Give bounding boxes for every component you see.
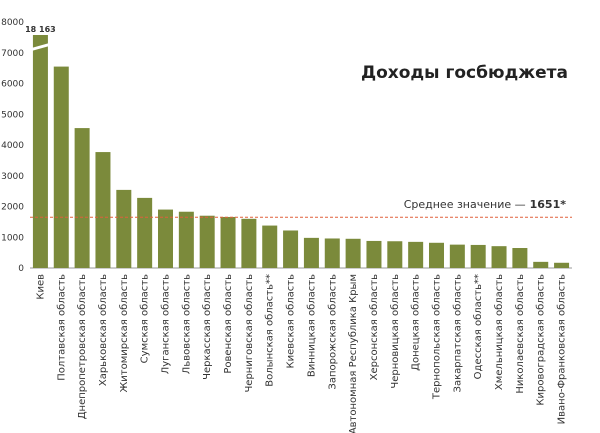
bar <box>512 248 528 268</box>
bar <box>220 216 236 268</box>
average-text: Среднее значение — <box>404 198 526 211</box>
bar <box>32 35 48 268</box>
chart-title: Доходы госбюджета <box>361 63 568 83</box>
bar <box>178 211 194 268</box>
y-tick-label: 4000 <box>1 141 24 151</box>
x-tick-label: Волынская область** <box>265 274 276 387</box>
x-tick-label: Николаевская область <box>515 274 526 394</box>
bar <box>387 241 403 268</box>
y-tick-label: 6000 <box>1 80 24 90</box>
bar <box>554 262 570 268</box>
x-tick-label: Черниговская область <box>244 274 255 393</box>
bar <box>116 189 132 268</box>
average-value: 1651* <box>530 198 567 211</box>
x-tick-label: Черкасская область <box>202 274 213 380</box>
y-tick-label: 0 <box>18 264 24 274</box>
bar <box>366 240 382 268</box>
x-tick-label: Тернопольская область <box>432 274 443 400</box>
bar <box>449 244 465 268</box>
y-tick-label: 3000 <box>1 172 24 182</box>
x-tick-label: Днепропетровская область <box>77 274 88 419</box>
bar <box>158 209 173 268</box>
x-tick-label: Сумская область <box>140 274 151 363</box>
bar <box>262 225 278 268</box>
x-tick-label: Кировоградская область <box>536 274 547 406</box>
x-tick-label: Киев <box>35 274 46 300</box>
x-tick-label: Винницкая область <box>306 274 317 377</box>
x-tick-label: Херсонская область <box>369 274 380 380</box>
x-tick-label: Львовская область <box>181 274 192 374</box>
x-tick-label: Автономная Республика Крым <box>348 274 359 433</box>
value-label: 18 163 <box>25 25 56 34</box>
x-tick-label: Киевская область <box>286 274 297 369</box>
bar <box>429 242 444 268</box>
x-tick-label: Полтавская область <box>56 274 67 381</box>
y-tick-label: 1000 <box>1 233 24 243</box>
axis-break <box>31 43 50 51</box>
y-tick-label: 2000 <box>1 203 24 213</box>
x-tick-label: Запорожская область <box>327 274 338 390</box>
bar <box>324 238 340 268</box>
y-tick-label: 7000 <box>1 49 24 59</box>
bar <box>74 128 90 268</box>
x-tick-label: Одесская область** <box>473 274 484 379</box>
x-tick-label: Луганская область <box>161 274 172 374</box>
bar <box>283 230 299 268</box>
bar <box>241 218 257 268</box>
bar <box>345 238 361 268</box>
bar <box>303 237 319 268</box>
bar <box>533 261 549 268</box>
y-tick-label: 5000 <box>1 110 24 120</box>
bar <box>95 152 111 268</box>
y-tick-label: 8000 <box>1 18 24 28</box>
x-tick-label: Житомирская область <box>119 274 130 393</box>
bar <box>408 241 424 268</box>
bar <box>199 215 215 268</box>
bar <box>137 197 153 268</box>
x-tick-label: Ровенская область <box>223 274 234 374</box>
x-tick-label: Черновицкая область <box>390 274 401 389</box>
average-label: Среднее значение — 1651* <box>404 198 567 211</box>
x-tick-label: Закарпатская область <box>452 274 463 393</box>
x-tick-label: Хмельницкая область <box>494 274 505 390</box>
x-tick-label: Харьковская область <box>98 274 109 386</box>
x-tick-label: Донецкая область <box>411 274 422 371</box>
bar <box>491 246 507 268</box>
bar <box>470 244 486 268</box>
x-tick-label: Ивано-Франковская область <box>557 274 568 424</box>
bar <box>53 66 69 269</box>
